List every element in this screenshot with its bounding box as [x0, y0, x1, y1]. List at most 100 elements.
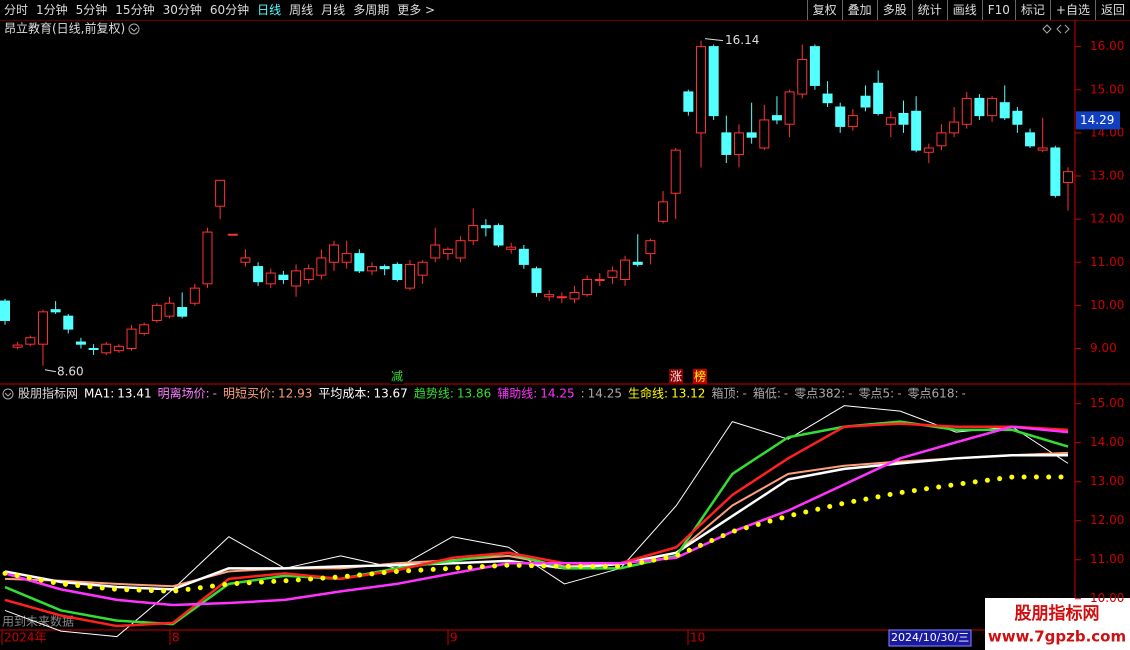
legend-value: -: [784, 387, 788, 401]
candle-body: [37, 311, 48, 345]
legend-value: -: [897, 387, 901, 401]
candle-body: [708, 46, 719, 117]
candle-body: [784, 91, 795, 125]
toolbar-button[interactable]: 标记: [1014, 0, 1050, 20]
candle-body: [202, 231, 213, 285]
candle-body: [177, 307, 188, 317]
toolbar-button[interactable]: 画线: [946, 0, 982, 20]
candle-body: [847, 115, 858, 127]
candle-body: [683, 91, 694, 112]
toggle-icon[interactable]: [1056, 24, 1070, 34]
y-tick-label: 16.00: [1090, 39, 1124, 53]
toolbar: 分时 1分钟 5分钟 15分钟 30分钟 60分钟 日线 周线 月线 多周期 更多 > 复权 叠加 多股统…: [0, 0, 1130, 21]
candle-body: [835, 106, 846, 127]
candle-body: [582, 279, 593, 296]
toolbar-button[interactable]: 返回: [1094, 0, 1130, 20]
period-tab[interactable]: 30分钟: [162, 3, 202, 17]
date-label: 2024年: [4, 631, 47, 645]
legend: MA1: 13.41 明离场价: - 明短买价: 12.93 平均成本: 13.67 趋势线: 1…: [84, 386, 966, 401]
signal-box: [693, 369, 707, 384]
menu-icon[interactable]: [128, 23, 140, 35]
period-tab[interactable]: 月线: [321, 3, 346, 17]
selected-date-box: [888, 629, 972, 647]
indicator-line: [4, 451, 1069, 588]
indicator-line: [4, 420, 1069, 626]
candle-body: [898, 112, 909, 125]
candle-body: [417, 261, 428, 276]
indicator-line: [4, 453, 1068, 591]
watermark: 股朋指标网: [1015, 603, 1100, 624]
toolbar-button[interactable]: 统计: [911, 0, 947, 20]
chart-title: 昂立教育(日线,前复权): [4, 21, 125, 36]
candle-body: [873, 82, 884, 114]
legend-value: -: [213, 387, 217, 401]
legend-value: -: [742, 387, 746, 401]
signal-box: [390, 369, 404, 384]
toolbar-button[interactable]: +自选: [1049, 0, 1095, 20]
y-tick-label: 9.00: [1090, 341, 1117, 355]
high-annotation: 16.14: [725, 33, 759, 47]
candle-body: [468, 225, 479, 242]
period-tab[interactable]: 1分钟: [36, 3, 68, 17]
current-price-box: [1076, 111, 1120, 130]
watermark-url: www.7gpzb.com: [988, 628, 1126, 646]
legend-label: 趋势线:: [414, 387, 454, 401]
toolbar-button[interactable]: F10: [981, 0, 1015, 20]
current-price: 14.29: [1080, 113, 1114, 127]
candle-body: [733, 132, 744, 155]
candle-body: [632, 261, 643, 265]
candle-body: [12, 344, 23, 348]
candle-body: [746, 132, 757, 138]
date-label: 10: [690, 631, 705, 645]
period-tab[interactable]: 分时: [4, 3, 29, 17]
period-tab[interactable]: 15分钟: [115, 3, 155, 17]
candle-body: [544, 294, 555, 298]
candle-body: [594, 279, 605, 281]
legend-label: 辅助线:: [497, 387, 537, 401]
candle-body: [797, 59, 808, 95]
period-tab[interactable]: 更多 >: [397, 3, 436, 17]
legend-value: -: [962, 387, 966, 401]
y-tick-label: 12.00: [1090, 212, 1124, 226]
diamond-icon[interactable]: [1042, 24, 1052, 34]
menu-icon[interactable]: [2, 388, 14, 400]
candle-body: [392, 263, 403, 280]
candle-body: [771, 115, 782, 121]
indicator-line: [4, 422, 1069, 628]
candle-body: [366, 266, 377, 272]
y-tick-label: 10.00: [1090, 298, 1124, 312]
period-tab[interactable]: 周线: [289, 3, 314, 17]
period-tab[interactable]: 日线: [257, 3, 282, 17]
candle-body: [50, 309, 61, 313]
y-tick-label: 13.00: [1090, 474, 1124, 488]
candle-body: [987, 97, 998, 117]
legend-value: 13.86: [457, 387, 491, 401]
high-pointer: [704, 38, 724, 42]
candle-body: [75, 341, 86, 345]
menu-icon-arrow: [130, 27, 138, 32]
candle-body: [265, 272, 276, 285]
candle-body: [341, 253, 352, 263]
period-tab[interactable]: 多周期: [353, 3, 390, 17]
period-tab[interactable]: 60分钟: [209, 3, 250, 17]
toolbar-button[interactable]: 复权: [806, 0, 842, 20]
y-tick-label: 10.00: [1090, 591, 1124, 605]
candle-body: [63, 315, 74, 330]
legend-value: 12.93: [278, 387, 312, 401]
candle-body: [88, 348, 99, 350]
candle-body: [189, 287, 200, 304]
toolbar-button[interactable]: 叠加: [841, 0, 877, 20]
candle-body: [316, 257, 327, 276]
period-tab[interactable]: 5分钟: [75, 3, 108, 17]
candle-body: [291, 270, 302, 287]
candle-body: [253, 266, 264, 283]
y-tick-label: 15.00: [1090, 82, 1124, 96]
toolbar-button[interactable]: 多股: [876, 0, 912, 20]
candle-body: [974, 97, 985, 117]
candle-body: [303, 268, 314, 280]
candle-body: [139, 324, 150, 334]
signal: 涨: [670, 369, 682, 384]
candle-body: [1050, 147, 1061, 196]
footer-note: 用到未来数据: [2, 614, 74, 629]
